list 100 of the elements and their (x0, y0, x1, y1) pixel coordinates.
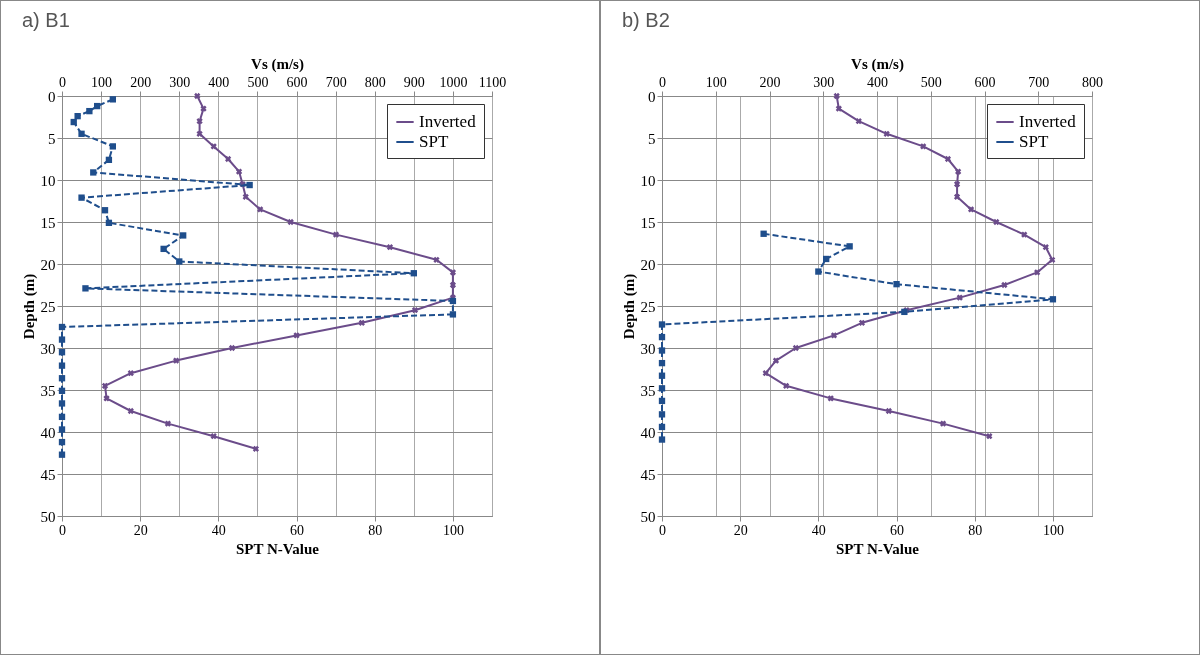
y-tick-label: 50 (640, 508, 656, 525)
x2-tick-label: 100 (91, 74, 113, 90)
point (58, 362, 66, 369)
x2-tick-label: 200 (130, 74, 152, 90)
x2-tick-label: 700 (1028, 74, 1050, 90)
point (815, 268, 822, 275)
point (90, 169, 97, 176)
point (105, 156, 113, 163)
x2-tick-label: 0 (659, 74, 666, 90)
y-tick-label: 10 (40, 172, 56, 189)
x2-tick-label: 900 (403, 74, 425, 90)
x2-axis-title: Vs (m/s) (851, 55, 904, 73)
x2-tick-label: 600 (286, 74, 308, 90)
x2-axis-title: Vs (m/s) (251, 55, 304, 73)
point (58, 451, 66, 458)
x-tick-label: 60 (890, 522, 905, 538)
point (58, 438, 66, 446)
point (449, 297, 457, 305)
point (658, 411, 666, 418)
x-tick-label: 20 (133, 522, 148, 538)
x-tick-label: 40 (211, 522, 226, 538)
x-axis-title: SPT N-Value (236, 540, 320, 557)
x-tick-label: 20 (733, 522, 748, 538)
point (658, 372, 666, 379)
point (109, 143, 116, 150)
y-tick-label: 30 (40, 340, 56, 357)
point (105, 219, 113, 226)
point (410, 270, 417, 277)
x2-tick-label: 800 (1082, 74, 1103, 90)
x-tick-label: 60 (290, 522, 305, 538)
x-axis-title: SPT N-Value (836, 540, 920, 557)
x2-tick-label: 300 (813, 74, 835, 90)
point (78, 194, 85, 201)
point (658, 397, 666, 405)
y-tick-label: 35 (40, 382, 56, 399)
x2-tick-label: 400 (208, 74, 230, 90)
y-tick-label: 45 (640, 466, 656, 483)
x-tick-label: 100 (1042, 522, 1064, 538)
y-tick-label: 15 (640, 214, 656, 231)
point (94, 102, 101, 110)
y-tick-label: 50 (40, 508, 56, 525)
x2-tick-label: 300 (169, 74, 191, 90)
y-tick-label: 40 (40, 424, 56, 441)
point (246, 181, 253, 189)
point (893, 281, 900, 288)
x-tick-label: 0 (659, 522, 666, 538)
point (109, 96, 116, 103)
x2-tick-label: 800 (364, 74, 386, 90)
point (180, 232, 187, 239)
point (78, 130, 85, 137)
point (58, 400, 66, 407)
point (658, 321, 666, 328)
point (176, 258, 183, 265)
y-tick-label: 40 (640, 424, 656, 441)
x-tick-label: 0 (59, 522, 66, 538)
point (846, 243, 853, 250)
point (760, 230, 767, 237)
x2-tick-label: 1100 (478, 74, 507, 90)
y-tick-label: 25 (40, 298, 56, 315)
y-tick-label: 35 (640, 382, 656, 399)
x2-tick-label: 400 (867, 74, 888, 90)
y-tick-label: 15 (40, 214, 56, 231)
legend-label: Inverted (419, 112, 477, 131)
point (658, 333, 666, 341)
point (823, 255, 830, 263)
legend-label: SPT (1019, 132, 1049, 151)
chart-title: b) B2 (622, 9, 670, 31)
legend-label: Inverted (1019, 112, 1077, 131)
y-tick-label: 20 (640, 256, 656, 273)
x-tick-label: 40 (811, 522, 826, 538)
x2-tick-label: 200 (759, 74, 781, 90)
point (658, 359, 666, 367)
x-tick-label: 100 (442, 522, 464, 538)
legend-label: SPT (419, 132, 449, 151)
x2-tick-label: 500 (247, 74, 269, 90)
point (101, 207, 109, 214)
y-tick-label: 45 (40, 466, 56, 483)
point (58, 413, 66, 421)
y-tick-label: 10 (640, 172, 656, 189)
y-tick-label: 5 (48, 130, 56, 147)
point (58, 375, 66, 382)
point (58, 336, 66, 343)
point (70, 118, 77, 126)
point (58, 323, 66, 331)
y-axis-title: Depth (m) (620, 273, 638, 340)
y-tick-label: 0 (48, 88, 56, 105)
x2-tick-label: 0 (59, 74, 66, 90)
x2-tick-label: 1000 (439, 74, 468, 90)
point (160, 245, 167, 253)
point (1049, 296, 1057, 303)
x2-tick-label: 100 (705, 74, 727, 90)
point (86, 107, 93, 115)
x2-tick-label: 700 (325, 74, 347, 90)
point (82, 285, 89, 292)
y-tick-label: 30 (640, 340, 656, 357)
y-tick-label: 5 (648, 130, 656, 147)
point (449, 311, 457, 318)
y-tick-label: 0 (648, 88, 656, 105)
x2-tick-label: 500 (920, 74, 942, 90)
x2-tick-label: 600 (974, 74, 996, 90)
